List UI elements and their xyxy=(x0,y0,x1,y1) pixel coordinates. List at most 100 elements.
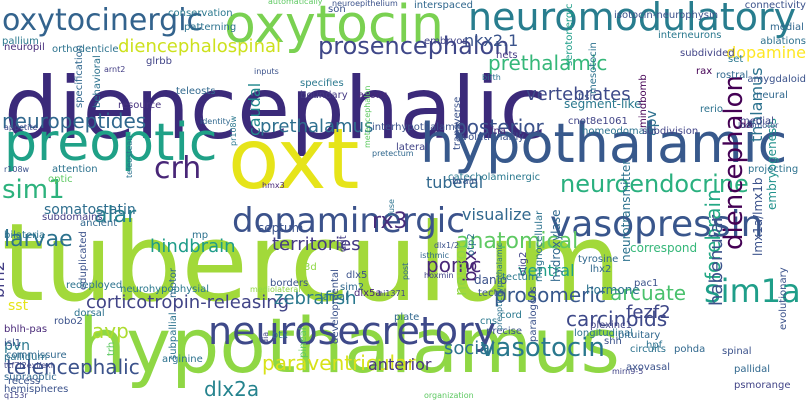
word-serotonergic: serotonergic xyxy=(564,4,575,66)
word-diencephalon: diencephalon xyxy=(719,75,749,250)
word-brn2: brn2 xyxy=(0,261,8,298)
word-tcf7l2exl-exl: tcf7l2exl/exl xyxy=(4,361,53,370)
word-hypothalamic: hypothalamic xyxy=(420,112,787,175)
word-corticotropin-releasing: corticotropin-releasing xyxy=(86,292,289,313)
word-hemispheres: hemispheres xyxy=(4,384,68,395)
word-mp: mp xyxy=(192,230,208,241)
word-neural: neural xyxy=(756,90,788,101)
word-neurohypophysial: neurohypophysial xyxy=(120,284,209,295)
word-set: set xyxy=(728,54,743,65)
word-rax: rax xyxy=(696,66,712,77)
word-developmental: developmental xyxy=(330,269,341,344)
word-dorsal: dorsal xyxy=(74,308,105,319)
word-tuberal: tuberal xyxy=(426,173,483,192)
word-plate: plate xyxy=(394,312,419,323)
word-vasopressin: vasopressin xyxy=(550,204,764,245)
word-neurosecretory: neurosecretory xyxy=(208,309,496,353)
word-ablations: ablations xyxy=(760,36,806,47)
word-pohda: pohda xyxy=(674,344,705,355)
word-oxt: oxt xyxy=(228,110,359,208)
word-appetite: appetite xyxy=(4,123,37,132)
word-ancient: ancient xyxy=(80,218,117,229)
word-medial: medial xyxy=(770,22,804,33)
word-embryogenesis: embryogenesis xyxy=(765,118,779,210)
word-isotocin-neurophysin: isotocin-neurophysin xyxy=(614,10,718,21)
word-preoptic: preoptic xyxy=(4,113,217,173)
word-neuropeptides: neuropeptides xyxy=(2,109,146,133)
word-homeodomain: homeodomain xyxy=(582,126,654,137)
word-teleostean: teleostean xyxy=(125,136,134,178)
word-mediolateral: mediolateral xyxy=(250,285,301,294)
word-birth: birth xyxy=(482,73,501,82)
word-vertebrates: vertebrates xyxy=(526,84,631,105)
word-pineal: pineal xyxy=(298,327,309,358)
word-commissure: commissure xyxy=(6,350,67,361)
word-pr108w: pr108w xyxy=(229,115,238,146)
word-subdivision: subdivision xyxy=(642,126,698,137)
word-post: post xyxy=(401,263,410,280)
word-precise: precise xyxy=(486,326,522,337)
word-cns: cns xyxy=(480,316,497,327)
word-mirn9-5: mirn9-5 xyxy=(612,367,643,376)
word-thalamus: thalamus xyxy=(747,67,766,142)
word-embryos: embryos xyxy=(424,36,468,47)
word-organization: organization xyxy=(424,391,474,400)
word-dlx2a: dlx2a xyxy=(204,377,259,401)
word-diencephalospinal: diencephalospinal xyxy=(118,36,281,57)
word-attention: attention xyxy=(52,164,98,175)
word-resource: resource xyxy=(118,100,161,111)
word-shh: shh xyxy=(604,336,622,347)
word-amygdaloid: amygdaloid xyxy=(747,74,806,85)
word-posterior: posterior xyxy=(454,115,545,139)
word-spinal: spinal xyxy=(722,346,752,357)
word-subpallial: subpallial xyxy=(168,312,179,360)
word-robo2: robo2 xyxy=(54,316,83,327)
word-supraoptic: supraoptic xyxy=(4,372,57,383)
word-dlx1-2: dlx1/2 xyxy=(434,241,459,250)
word-forebrain: forebrain xyxy=(701,189,725,280)
word-hindbrain: hindbrain xyxy=(150,236,236,257)
word-interspaced: interspaced xyxy=(414,0,473,11)
word-zebrafish: zebrafish xyxy=(274,288,357,309)
word-bhlh-pas: bhlh-pas xyxy=(4,324,47,335)
word-q153r: q153r xyxy=(4,391,28,400)
word-paralogous: paralogous xyxy=(528,286,539,342)
word-pituitary: pituitary xyxy=(618,330,660,341)
word-caudal: caudal xyxy=(245,83,264,136)
word-lmx1a-lmx1b: lmx1a/lmx1b xyxy=(751,177,765,256)
word-hypothalamus: hypothalamus xyxy=(78,301,620,390)
word-projecting: projecting xyxy=(748,164,798,175)
word-interhypothalamic: interhypothalamic xyxy=(372,122,463,133)
word-nets: nets xyxy=(496,50,518,61)
word-cord: cord xyxy=(500,310,522,321)
word-pac1: pac1 xyxy=(634,278,658,289)
word-arcuate: arcuate xyxy=(610,281,686,305)
word-borders: borders xyxy=(270,278,308,289)
word-psmorange: psmorange xyxy=(734,380,791,391)
word-motor: motor xyxy=(168,267,179,298)
word-apv: apv xyxy=(644,110,660,136)
word-bsx: bsx xyxy=(460,250,481,282)
word-metencephalon: metencephalon xyxy=(363,86,372,148)
word-pallidal: pallidal xyxy=(734,364,770,375)
word-specification: specification xyxy=(74,45,85,108)
word-fish: fish xyxy=(578,92,596,103)
word-carcinoids: carcinoids xyxy=(566,307,667,331)
word-rerio: rerio xyxy=(700,104,723,115)
word-avp: avp xyxy=(92,319,129,343)
word-prethalamic: prethalamic xyxy=(488,51,607,75)
word-pomc: pomc xyxy=(426,253,481,277)
word-territories: territories xyxy=(272,234,361,255)
word-sim1: sim1 xyxy=(2,175,65,205)
word-larvae: larvae xyxy=(4,227,73,252)
word-sim2: sim2 xyxy=(340,282,364,293)
word-neuron: neuron xyxy=(451,240,470,296)
word-arnt2: arnt2 xyxy=(104,65,125,74)
word-paraventricular: paraventricular xyxy=(262,351,416,375)
word-oxytocin: oxytocin xyxy=(224,0,444,55)
word-hormone: hormone xyxy=(586,283,640,297)
word-tectal: tectal xyxy=(478,288,506,299)
word-patterning: patterning xyxy=(184,22,236,33)
